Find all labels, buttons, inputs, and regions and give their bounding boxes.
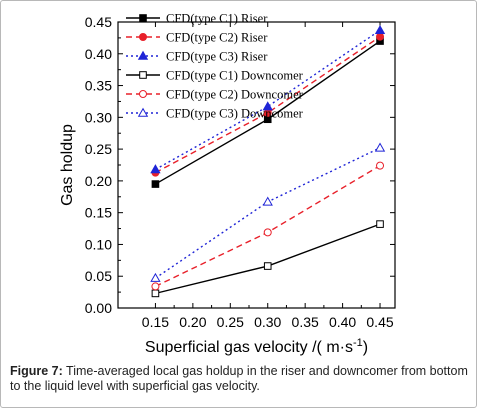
x-tick-label: 0.15 <box>142 314 169 330</box>
y-tick-label: 0.10 <box>85 236 112 252</box>
x-tick-label: 0.30 <box>254 314 281 330</box>
plot-frame <box>117 21 396 309</box>
y-tick-label: 0.40 <box>85 46 112 62</box>
legend-marker <box>139 33 147 41</box>
legend-label: CFD(type C1) Riser <box>166 12 268 26</box>
x-tick-label: 0.45 <box>366 314 393 330</box>
x-tick-label: 0.35 <box>292 314 319 330</box>
legend-label: CFD(type C2) Downcomer <box>166 88 304 102</box>
data-point <box>262 101 273 111</box>
legend-label: CFD(type C2) Riser <box>166 31 268 45</box>
legend-label: CFD(type C3) Riser <box>166 50 268 64</box>
legend-marker <box>137 107 149 117</box>
series-3 <box>150 24 386 174</box>
y-tick-label: 0.20 <box>85 173 112 189</box>
series-line <box>155 36 381 174</box>
x-axis-label: Superficial gas velocity /( m·s-1) <box>145 337 368 356</box>
y-axis-label: Gas holdup <box>59 124 76 206</box>
x-tick-label: 0.20 <box>179 314 206 330</box>
series-line <box>155 147 381 279</box>
y-tick-label: 0.25 <box>85 141 112 157</box>
y-tick-label: 0.45 <box>85 14 112 30</box>
caption-text: Time-averaged local gas holdup in the ri… <box>10 364 468 393</box>
caption-label: Figure 7: <box>10 364 63 378</box>
data-point <box>374 24 386 35</box>
legend-marker <box>139 14 147 22</box>
y-tick-label: 0.00 <box>85 300 112 316</box>
legend-marker <box>139 90 147 98</box>
data-point <box>376 32 385 41</box>
data-point <box>151 180 160 188</box>
legend-label: CFD(type C1) Downcomer <box>166 69 304 83</box>
x-tick-label: 0.25 <box>217 314 244 330</box>
legend-marker <box>139 71 147 79</box>
x-tick-label: 0.40 <box>329 314 356 330</box>
data-point <box>374 142 386 152</box>
legend-marker <box>137 50 149 60</box>
data-point <box>376 161 385 170</box>
legend-label: CFD(type C3) Downcomer <box>166 107 304 121</box>
data-point <box>263 262 272 270</box>
legend: CFD(type C1) Riser CFD(type C2) Riser CFD(… <box>126 12 304 121</box>
series-6 <box>150 142 386 282</box>
chart: 0.15 0.20 0.25 0.30 0.35 0.40 0.45 0.00 0.05 0.10… <box>59 12 396 356</box>
data-point <box>151 282 160 291</box>
y-tick-label: 0.30 <box>85 109 112 125</box>
y-tick-label: 0.35 <box>85 78 112 94</box>
series-5 <box>151 161 385 291</box>
data-point <box>262 196 273 206</box>
data-point <box>150 272 161 282</box>
data-point <box>151 289 160 298</box>
figure-caption: Figure 7: Time-averaged local gas holdup… <box>10 364 468 394</box>
data-point <box>263 228 272 237</box>
data-point <box>376 220 384 228</box>
series-1 <box>151 37 384 188</box>
y-tick-label: 0.05 <box>85 268 112 284</box>
y-tick-label: 0.15 <box>85 205 112 221</box>
data-point <box>150 164 161 174</box>
